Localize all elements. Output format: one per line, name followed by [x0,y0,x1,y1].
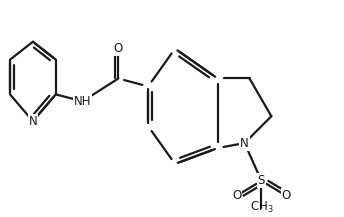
Text: O: O [232,189,241,202]
Text: N: N [240,136,249,150]
Text: O: O [114,42,123,55]
Text: O: O [282,189,291,202]
Text: S: S [258,174,265,187]
Text: CH$_3$: CH$_3$ [250,200,273,215]
Text: N: N [29,115,37,128]
Text: NH: NH [74,95,91,108]
